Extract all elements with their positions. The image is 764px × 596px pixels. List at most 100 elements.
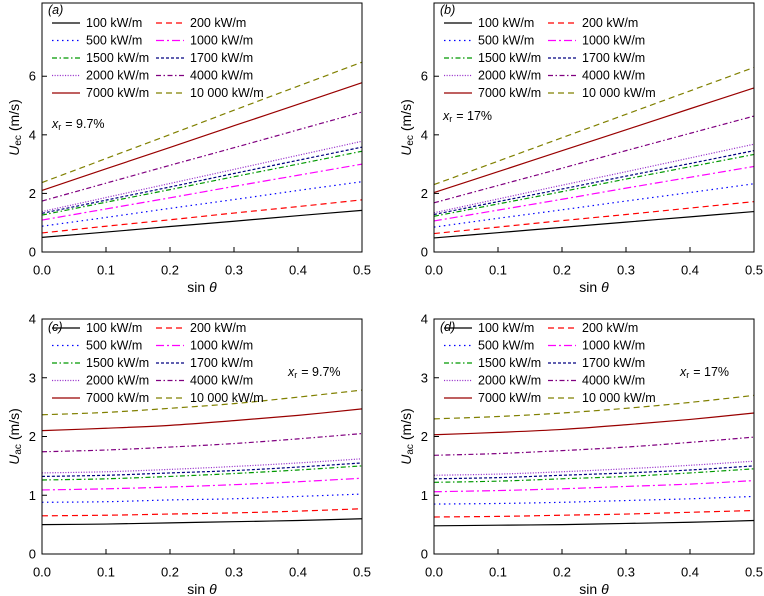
- x-tick-label: 0.3: [225, 263, 243, 278]
- series-lines: [433, 394, 755, 527]
- legend-item-1000-kw-m: 1000 kW/m: [548, 339, 645, 353]
- line-200-kw-m: [433, 509, 755, 518]
- x-axis-label-func: sin: [579, 279, 597, 295]
- y-tick-label: 2: [421, 429, 428, 444]
- x-tick-label: 0.5: [353, 565, 371, 580]
- plot-frame: [433, 2, 755, 253]
- legend-item-1000-kw-m: 1000 kW/m: [156, 34, 253, 48]
- x-axis-label: sin θ: [187, 279, 217, 295]
- line-2000-kw-m: [41, 458, 363, 474]
- x-tick-label: 0.5: [745, 263, 763, 278]
- y-axis-label-unit: (m/s): [398, 99, 414, 131]
- line-10-000-kw-m: [41, 61, 363, 184]
- legend-item-2000-kw-m: 2000 kW/m: [52, 374, 149, 388]
- xr-annotation-var: x: [51, 117, 59, 131]
- legend-label-100-kw-m: 100 kW/m: [478, 16, 534, 30]
- y-tick-label: 0: [421, 547, 428, 562]
- y-tick-label: 0: [421, 245, 428, 260]
- legend-item-200-kw-m: 200 kW/m: [156, 16, 246, 30]
- legend-label-2000-kw-m: 2000 kW/m: [86, 69, 149, 83]
- legend-item-200-kw-m: 200 kW/m: [548, 16, 638, 30]
- legend-label-4000-kw-m: 4000 kW/m: [190, 374, 253, 388]
- legend-item-4000-kw-m: 4000 kW/m: [156, 374, 253, 388]
- legend-item-1000-kw-m: 1000 kW/m: [548, 34, 645, 48]
- x-tick-label: 0.5: [353, 263, 371, 278]
- legend: 100 kW/m 200 kW/m 500 kW/m 1000 kW/m 1500 kW…: [444, 321, 656, 405]
- legend-item-200-kw-m: 200 kW/m: [156, 321, 246, 335]
- line-7000-kw-m: [433, 87, 755, 194]
- x-tick-label: 0.5: [745, 565, 763, 580]
- legend-item-1500-kw-m: 1500 kW/m: [52, 356, 149, 370]
- legend-item-100-kw-m: 100 kW/m: [444, 321, 534, 335]
- legend-label-1500-kw-m: 1500 kW/m: [86, 51, 149, 65]
- legend-item-4000-kw-m: 4000 kW/m: [548, 69, 645, 83]
- y-axis-label-subscript: ac: [13, 444, 24, 455]
- xr-annotation-value: = 9.7%: [65, 117, 104, 131]
- y-axis-ticks: 0 2 4 6: [421, 69, 439, 260]
- legend-item-1700-kw-m: 1700 kW/m: [548, 51, 645, 65]
- y-axis-label-subscript: ac: [405, 444, 416, 455]
- plot-frame: [41, 318, 363, 555]
- legend-label-500-kw-m: 500 kW/m: [478, 34, 534, 48]
- xr-annotation-subscript: r: [686, 370, 689, 380]
- legend-label-7000-kw-m: 7000 kW/m: [478, 86, 541, 100]
- legend-item-7000-kw-m: 7000 kW/m: [444, 391, 541, 405]
- legend-label-10-000-kw-m: 10 000 kW/m: [190, 86, 264, 100]
- xr-annotation-value: = 17%: [693, 365, 729, 379]
- legend-item-7000-kw-m: 7000 kW/m: [444, 86, 541, 100]
- y-tick-label: 4: [29, 127, 36, 142]
- x-axis-label: sin θ: [579, 581, 609, 596]
- plot-frame: [433, 318, 755, 555]
- line-4000-kw-m: [433, 115, 755, 204]
- y-tick-label: 0: [29, 547, 36, 562]
- line-2000-kw-m: [41, 140, 363, 213]
- y-tick-label: 6: [29, 69, 36, 84]
- line-1500-kw-m: [41, 465, 363, 481]
- y-axis-label-unit: (m/s): [6, 408, 22, 440]
- legend-item-100-kw-m: 100 kW/m: [52, 16, 142, 30]
- x-axis-ticks: 0.0 0.1 0.2 0.3 0.4 0.5: [33, 247, 371, 278]
- legend-label-7000-kw-m: 7000 kW/m: [86, 391, 149, 405]
- line-200-kw-m: [433, 201, 755, 235]
- y-tick-label: 6: [421, 69, 428, 84]
- panel-label: (a): [48, 3, 63, 17]
- x-tick-label: 0.0: [33, 565, 51, 580]
- line-4000-kw-m: [41, 111, 363, 202]
- line-100-kw-m: [433, 519, 755, 527]
- panel-label: (d): [440, 320, 455, 334]
- legend-item-1500-kw-m: 1500 kW/m: [52, 51, 149, 65]
- legend-label-2000-kw-m: 2000 kW/m: [86, 374, 149, 388]
- legend-label-1500-kw-m: 1500 kW/m: [478, 356, 541, 370]
- legend-item-1000-kw-m: 1000 kW/m: [156, 339, 253, 353]
- legend-label-4000-kw-m: 4000 kW/m: [582, 374, 645, 388]
- line-10-000-kw-m: [41, 389, 363, 416]
- series-lines: [433, 66, 755, 239]
- y-tick-label: 0: [29, 245, 36, 260]
- y-tick-label: 1: [421, 488, 428, 503]
- legend-label-1000-kw-m: 1000 kW/m: [190, 34, 253, 48]
- xr-annotation-subscript: r: [294, 370, 297, 380]
- line-4000-kw-m: [433, 436, 755, 456]
- line-4000-kw-m: [41, 432, 363, 453]
- legend-label-500-kw-m: 500 kW/m: [478, 339, 534, 353]
- xr-annotation: xr = 9.7%: [51, 117, 105, 132]
- y-axis-label: Uec (m/s): [398, 99, 416, 156]
- x-tick-label: 0.2: [553, 263, 571, 278]
- legend-label-1700-kw-m: 1700 kW/m: [582, 51, 645, 65]
- legend-label-200-kw-m: 200 kW/m: [582, 321, 638, 335]
- legend-item-1500-kw-m: 1500 kW/m: [444, 51, 541, 65]
- x-tick-label: 0.3: [617, 263, 635, 278]
- plot-frame: [41, 2, 363, 253]
- line-500-kw-m: [433, 183, 755, 228]
- x-axis-label: sin θ: [579, 279, 609, 295]
- y-axis-ticks: 0 1 2 3 4: [421, 312, 439, 562]
- legend-item-1500-kw-m: 1500 kW/m: [444, 356, 541, 370]
- x-axis-label-func: sin: [187, 279, 205, 295]
- legend-label-10-000-kw-m: 10 000 kW/m: [190, 391, 264, 405]
- line-1000-kw-m: [41, 163, 363, 221]
- x-tick-label: 0.0: [425, 263, 443, 278]
- legend-item-7000-kw-m: 7000 kW/m: [52, 86, 149, 100]
- legend-item-4000-kw-m: 4000 kW/m: [156, 69, 253, 83]
- legend-label-7000-kw-m: 7000 kW/m: [86, 86, 149, 100]
